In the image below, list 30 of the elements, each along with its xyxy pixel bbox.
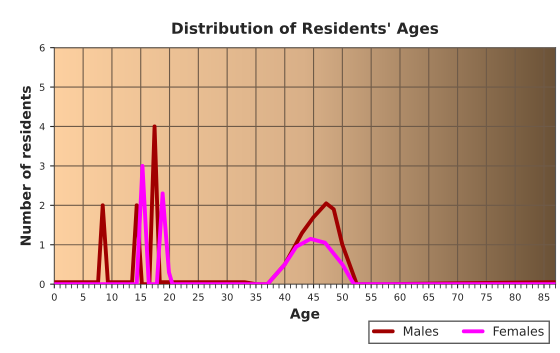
chart-title: Distribution of Residents' Ages <box>172 22 438 38</box>
x-tick-label: 25 <box>192 293 204 301</box>
legend-label: Females <box>494 326 544 336</box>
x-tick-label: 15 <box>136 293 146 301</box>
x-tick-label: 30 <box>222 293 233 301</box>
x-tick-label: 70 <box>452 293 464 301</box>
y-tick-label: 0 <box>40 280 45 288</box>
x-tick-label: 40 <box>279 293 290 301</box>
x-tick-label: 20 <box>164 293 176 301</box>
y-tick-label: 2 <box>40 202 44 210</box>
x-tick-label: 45 <box>308 293 319 301</box>
y-tick-label: 5 <box>40 84 44 91</box>
x-tick-label: 5 <box>80 293 86 301</box>
x-tick-label: 85 <box>538 293 550 301</box>
x-tick-label: 50 <box>336 293 348 301</box>
y-axis-title: Number of residents <box>20 86 31 246</box>
x-tick-label: 55 <box>366 293 377 301</box>
x-tick-label: 80 <box>510 293 521 301</box>
x-tick-label: 60 <box>394 293 406 301</box>
x-tick-label: 0 <box>52 293 57 301</box>
x-axis-title: Age <box>290 308 320 322</box>
y-tick-label: 6 <box>40 44 45 52</box>
y-tick-label: 4 <box>40 123 45 130</box>
y-tick-label: 3 <box>40 162 45 170</box>
x-tick-label: 10 <box>106 293 118 301</box>
x-tick-label: 35 <box>250 293 262 301</box>
x-tick-label: 65 <box>423 293 434 301</box>
y-tick-label: 1 <box>40 241 44 248</box>
x-tick-label: 75 <box>481 293 492 301</box>
legend-label: Males <box>404 326 438 336</box>
